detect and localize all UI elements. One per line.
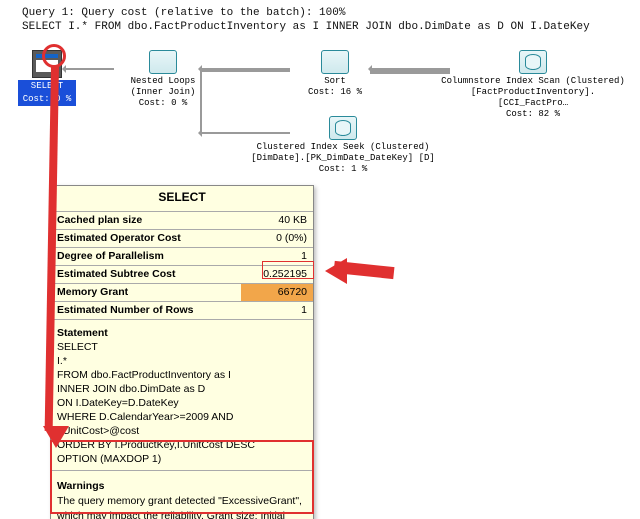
- plan-node-cost: Cost: 0 %: [108, 98, 218, 109]
- statement-line: I.UnitCost>@cost: [57, 424, 307, 438]
- property-value: 0.252195: [241, 266, 313, 284]
- nested-loops-icon: [149, 50, 177, 74]
- statement-line: ORDER BY I.ProductKey,I.UnitCost DESC: [57, 438, 307, 452]
- property-key: Estimated Subtree Cost: [51, 266, 241, 284]
- plan-node-cost: Cost: 0 %: [18, 93, 76, 106]
- plan-node-index-seek[interactable]: Clustered Index Seek (Clustered) [DimDat…: [248, 116, 438, 175]
- select-properties-tooltip: SELECT Cached plan size40 KBEstimated Op…: [50, 185, 314, 519]
- tooltip-title: SELECT: [51, 190, 313, 205]
- property-key: Estimated Number of Rows: [51, 302, 241, 320]
- property-key: Cached plan size: [51, 212, 241, 230]
- plan-node-sub: (Inner Join): [108, 87, 218, 98]
- property-value: 0 (0%): [241, 230, 313, 248]
- plan-node-columnstore-scan[interactable]: Columnstore Index Scan (Clustered) [Fact…: [438, 50, 628, 120]
- plan-node-sub: [FactProductInventory].[CCI_FactPro…: [438, 87, 628, 109]
- plan-node-label: Sort: [280, 76, 390, 87]
- statement-line: SELECT: [57, 340, 307, 354]
- query-header: Query 1: Query cost (relative to the bat…: [0, 0, 640, 38]
- annotation-circle: [42, 44, 66, 68]
- plan-node-cost: Cost: 1 %: [248, 164, 438, 175]
- property-value: 66720: [241, 284, 313, 302]
- property-value: 1: [241, 248, 313, 266]
- header-line2: SELECT I.* FROM dbo.FactProductInventory…: [22, 20, 630, 34]
- statement-line: WHERE D.CalendarYear>=2009 AND: [57, 410, 307, 424]
- plan-node-nested-loops[interactable]: Nested Loops (Inner Join) Cost: 0 %: [108, 50, 218, 109]
- property-key: Memory Grant: [51, 284, 241, 302]
- statement-line: ON I.DateKey=D.DateKey: [57, 396, 307, 410]
- execution-plan: SELECT Cost: 0 % Nested Loops (Inner Joi…: [0, 44, 640, 204]
- plan-node-label: Clustered Index Seek (Clustered): [248, 142, 438, 153]
- property-row: Cached plan size40 KB: [51, 212, 313, 230]
- plan-node-sub: [DimDate].[PK_DimDate_DateKey] [D]: [248, 153, 438, 164]
- plan-node-cost: Cost: 82 %: [438, 109, 628, 120]
- columnstore-scan-icon: [519, 50, 547, 74]
- index-seek-icon: [329, 116, 357, 140]
- property-row: Estimated Number of Rows1: [51, 302, 313, 320]
- plan-node-label: SELECT: [18, 80, 76, 93]
- property-row: Memory Grant66720: [51, 284, 313, 302]
- plan-node-label: Columnstore Index Scan (Clustered): [438, 76, 628, 87]
- property-key: Degree of Parallelism: [51, 248, 241, 266]
- property-key: Estimated Operator Cost: [51, 230, 241, 248]
- property-value: 1: [241, 302, 313, 320]
- property-row: Estimated Operator Cost0 (0%): [51, 230, 313, 248]
- header-line1: Query 1: Query cost (relative to the bat…: [22, 6, 630, 20]
- property-row: Estimated Subtree Cost0.252195: [51, 266, 313, 284]
- tooltip-statement: Statement SELECTI.*FROM dbo.FactProductI…: [51, 319, 313, 470]
- tooltip-warnings: Warnings The query memory grant detected…: [51, 470, 313, 519]
- plan-node-sort[interactable]: Sort Cost: 16 %: [280, 50, 390, 98]
- warnings-label: Warnings: [57, 473, 307, 494]
- tooltip-properties-table: Cached plan size40 KBEstimated Operator …: [51, 211, 313, 319]
- statement-line: INNER JOIN dbo.DimDate as D: [57, 382, 307, 396]
- sort-icon: [321, 50, 349, 74]
- plan-node-cost: Cost: 16 %: [280, 87, 390, 98]
- property-value: 40 KB: [241, 212, 313, 230]
- statement-label: Statement: [57, 320, 307, 340]
- warnings-text: The query memory grant detected "Excessi…: [57, 494, 307, 519]
- statement-line: FROM dbo.FactProductInventory as I: [57, 368, 307, 382]
- plan-node-label: Nested Loops: [108, 76, 218, 87]
- statement-line: OPTION (MAXDOP 1): [57, 452, 307, 466]
- property-row: Degree of Parallelism1: [51, 248, 313, 266]
- statement-line: I.*: [57, 354, 307, 368]
